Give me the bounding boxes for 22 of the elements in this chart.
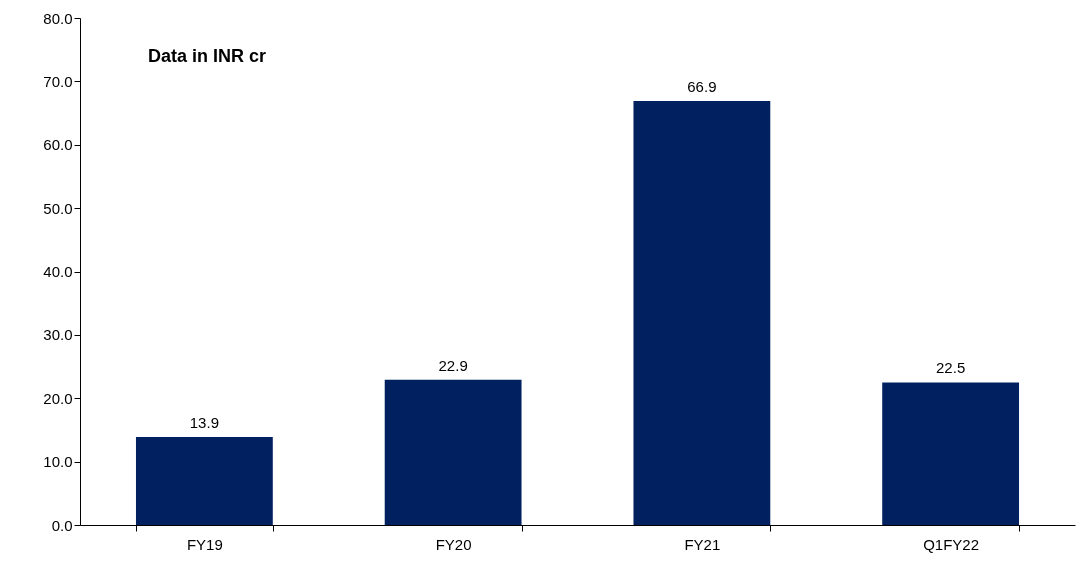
x-tick-label: FY21 xyxy=(684,535,721,553)
bar xyxy=(384,379,522,525)
data-label: 22.9 xyxy=(438,356,468,374)
y-tick-label: 80.0 xyxy=(43,9,73,27)
y-tick-label: 60.0 xyxy=(43,136,73,154)
data-label: 66.9 xyxy=(687,78,717,96)
bar xyxy=(135,436,273,525)
x-tick-label: FY19 xyxy=(186,535,223,553)
x-tick-label: FY20 xyxy=(435,535,472,553)
data-label: 13.9 xyxy=(189,413,219,431)
annotation: Data in INR cr xyxy=(148,46,267,66)
x-tick-label: Q1FY22 xyxy=(923,535,980,553)
y-tick-label: 40.0 xyxy=(43,263,73,280)
bar xyxy=(633,101,771,525)
data-label: 22.5 xyxy=(936,359,966,377)
y-tick-label: 30.0 xyxy=(43,326,73,344)
bar xyxy=(882,382,1020,525)
y-tick-label: 50.0 xyxy=(43,199,73,217)
y-tick-label: 10.0 xyxy=(43,453,73,471)
y-tick-label: 20.0 xyxy=(43,389,73,407)
y-tick-label: 0.0 xyxy=(51,516,73,534)
y-tick-label: 70.0 xyxy=(43,72,73,90)
